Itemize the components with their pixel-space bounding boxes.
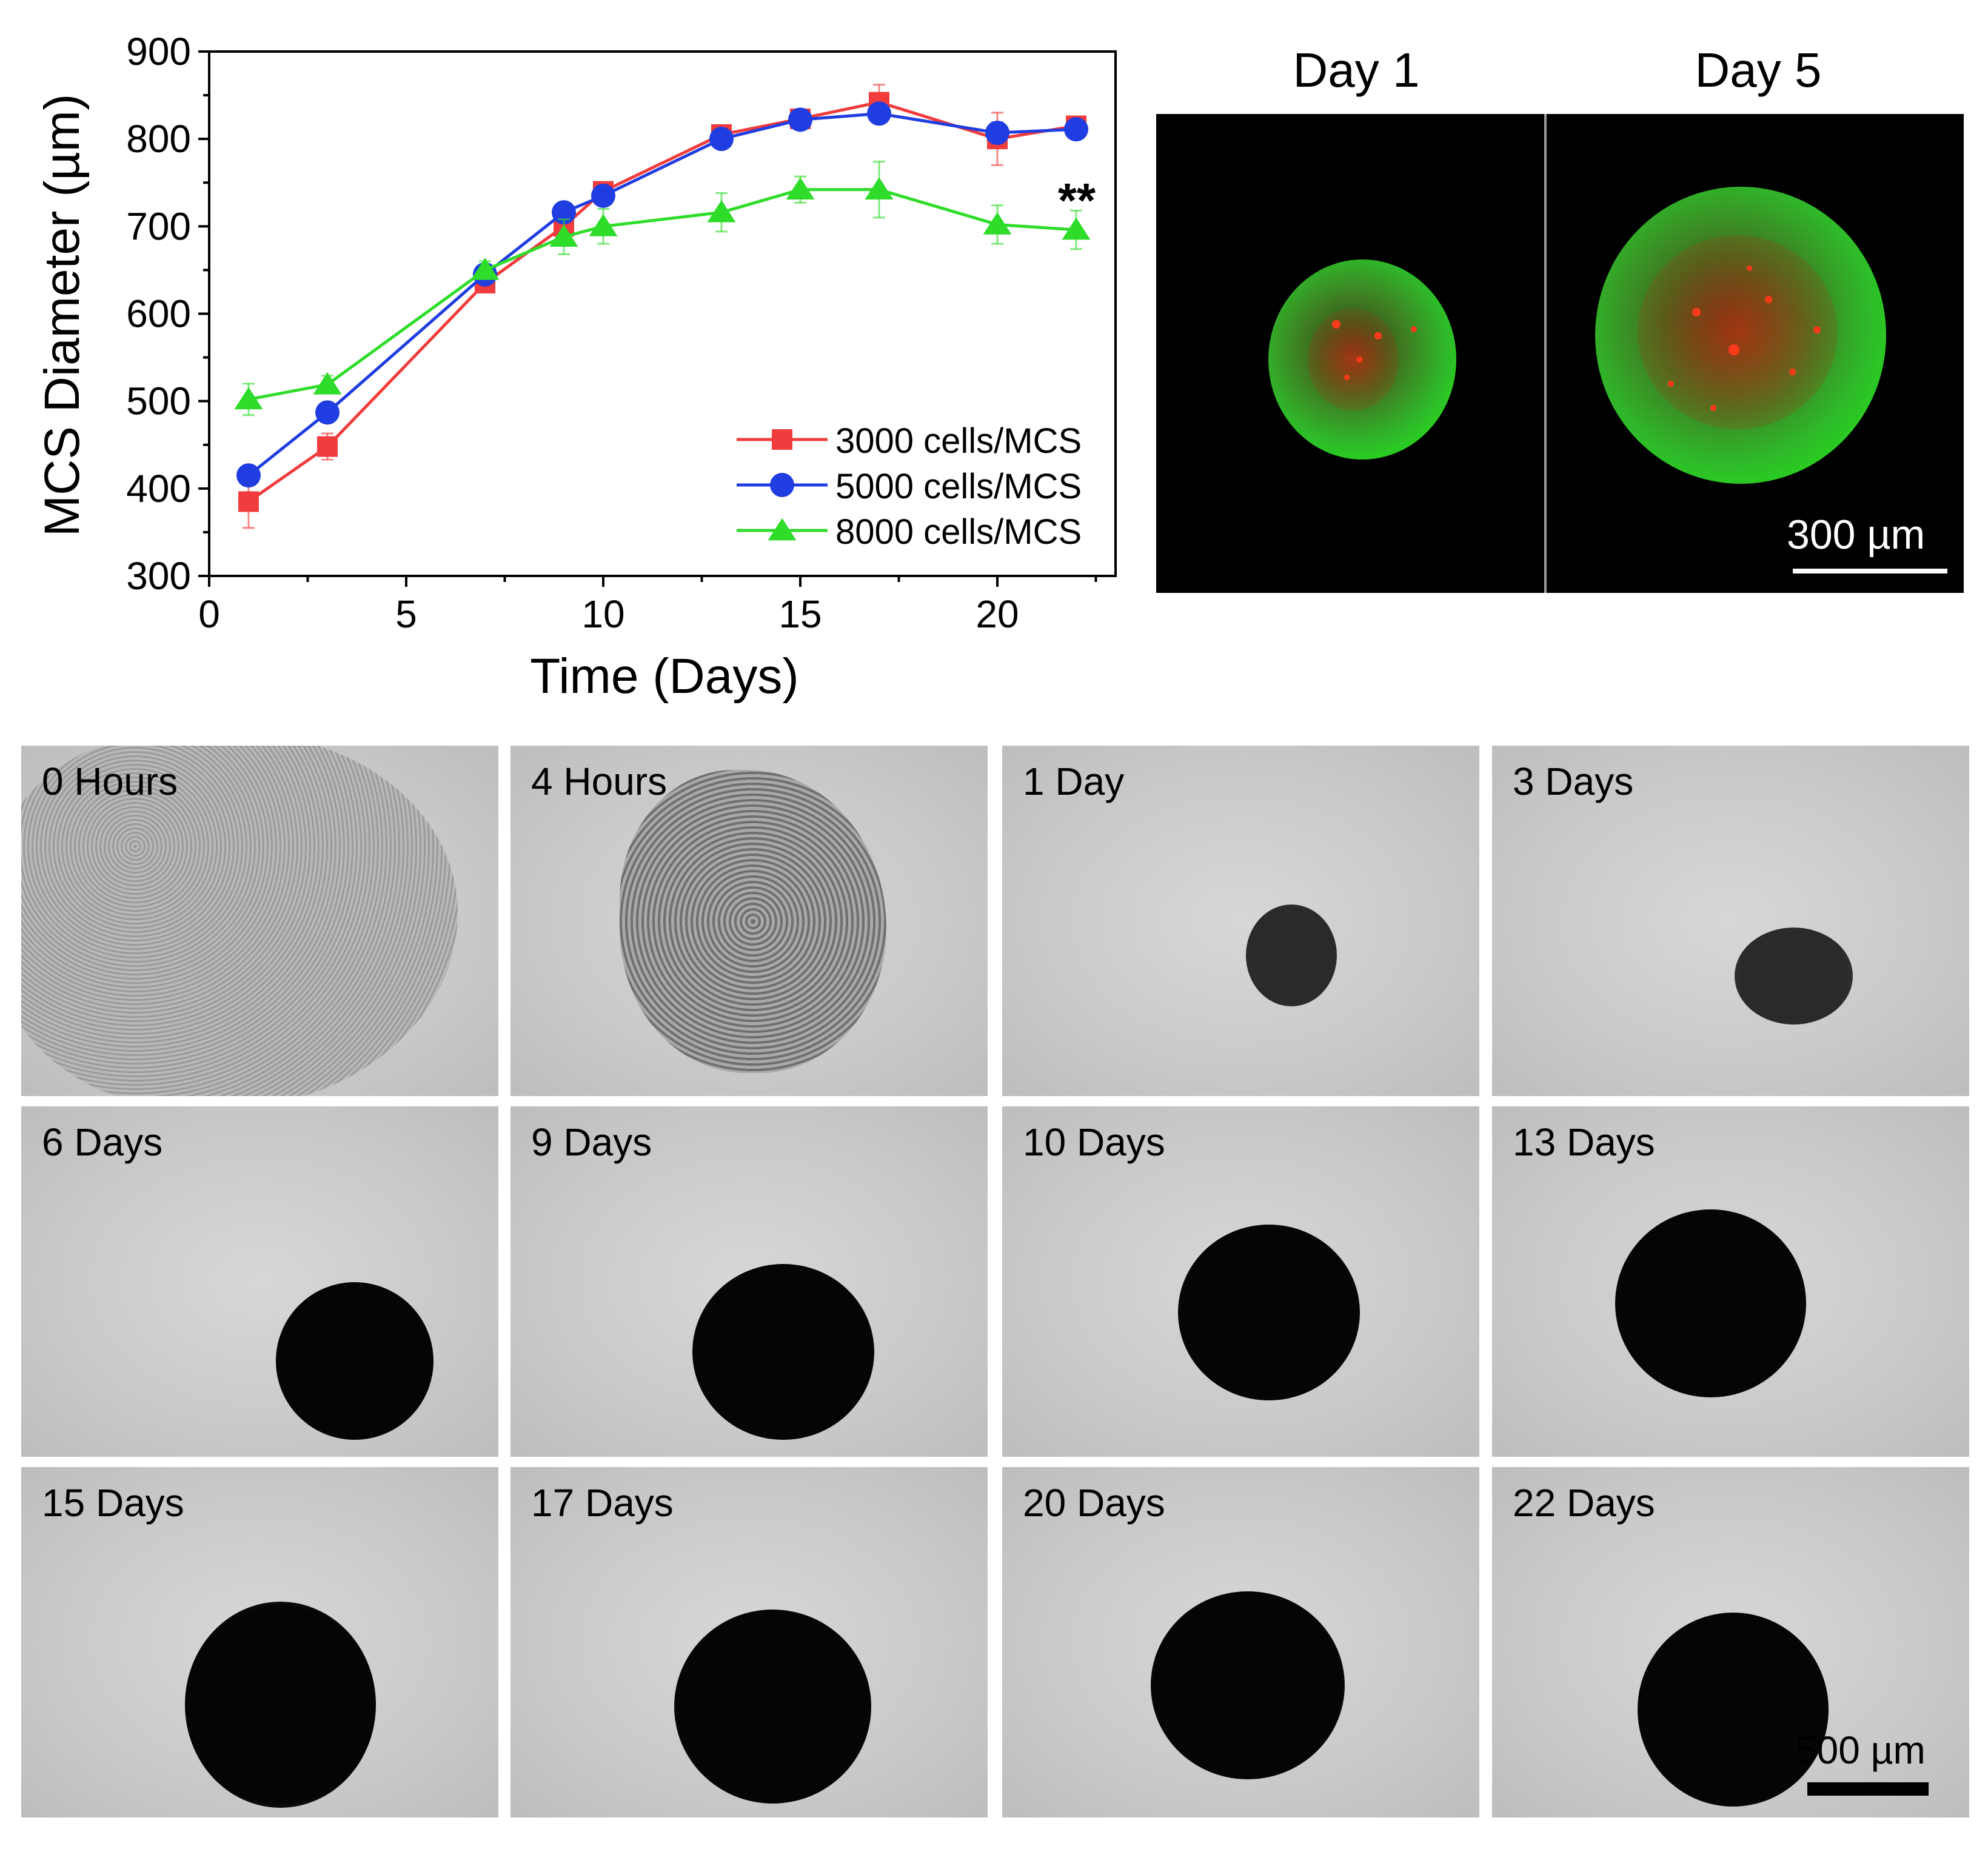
data-point [236, 463, 261, 488]
spheroid-image [276, 1282, 433, 1440]
data-point [867, 101, 891, 126]
data-point [786, 177, 815, 200]
panel-title-day1: Day 1 [1293, 43, 1420, 97]
y-tick-label: 300 [126, 554, 191, 598]
brightfield-time-label: 20 Days [1023, 1481, 1165, 1525]
brightfield-time-label: 1 Day [1023, 760, 1125, 803]
data-point [709, 127, 734, 152]
y-axis-label: MCS Diameter (µm) [35, 94, 90, 537]
diameter-line-chart: 0 5 10 15 20 300 400 500 600 700 800 900 3000 cells/… [35, 30, 1117, 704]
spheroid-image [1615, 1209, 1806, 1397]
brightfield-panel: 15 Days [21, 1467, 498, 1817]
spheroid-image [1178, 1225, 1360, 1400]
brightfield-time-label: 10 Days [1023, 1120, 1165, 1164]
brightfield-panel: 22 Days 500 µm [1492, 1467, 1969, 1817]
spheroid-image [1246, 904, 1337, 1006]
y-tick-label: 400 [126, 467, 191, 510]
fluorescence-panel-day1 [1156, 114, 1544, 593]
spheroid-image [1151, 1591, 1345, 1779]
y-tick-label: 800 [126, 117, 191, 161]
scale-bar-300um [1793, 569, 1947, 573]
legend-label: 5000 cells/MCS [835, 467, 1082, 506]
brightfield-panel: 0 Hours [21, 746, 498, 1096]
scale-bar-500um [1807, 1782, 1929, 1796]
data-point [313, 372, 342, 395]
data-point [317, 436, 338, 457]
y-tick-label: 700 [126, 204, 191, 248]
spheroid-image [692, 1264, 874, 1440]
spheroid-image [1735, 928, 1853, 1025]
data-point [238, 491, 259, 512]
fluorescence-figure: 300 µm [1156, 114, 1964, 593]
data-point [788, 107, 812, 132]
brightfield-time-label: 3 Days [1513, 760, 1634, 803]
brightfield-time-label: 0 Hours [42, 760, 178, 803]
brightfield-panel: 3 Days [1492, 746, 1969, 1096]
x-tick-label: 15 [778, 592, 822, 636]
x-tick-label: 10 [581, 592, 624, 636]
brightfield-time-label: 22 Days [1513, 1481, 1655, 1525]
necrotic-core-day5 [1638, 235, 1838, 429]
spheroid-image [21, 746, 458, 1096]
necrotic-core-day1 [1308, 308, 1399, 411]
y-tick-label: 500 [126, 379, 191, 423]
scale-label-300um: 300 µm [1787, 512, 1926, 558]
x-axis-label: Time (Days) [530, 649, 798, 704]
data-point [589, 213, 618, 236]
data-point [549, 224, 578, 247]
significance-annotation: ** [1058, 173, 1096, 227]
x-tick-label: 20 [976, 592, 1019, 636]
legend-marker [772, 429, 792, 450]
brightfield-time-label: 15 Days [42, 1481, 184, 1525]
y-tick-label: 900 [126, 30, 191, 73]
y-tick-label: 600 [126, 292, 191, 336]
fluorescence-panel-day5 [1547, 114, 1964, 593]
x-tick-label: 0 [198, 592, 220, 636]
panel-title-day5: Day 5 [1695, 43, 1822, 97]
brightfield-time-label: 6 Days [42, 1120, 163, 1164]
data-point [865, 177, 894, 200]
data-point [315, 400, 340, 425]
legend-marker [768, 518, 797, 541]
brightfield-time-label: 9 Days [531, 1120, 652, 1164]
legend-label: 3000 cells/MCS [835, 421, 1082, 461]
brightfield-panel: 13 Days [1492, 1106, 1969, 1457]
scale-label-500um: 500 µm [1795, 1728, 1926, 1772]
data-point [470, 258, 500, 280]
brightfield-panel: 17 Days [510, 1467, 988, 1817]
series-line-1 [247, 112, 1077, 477]
brightfield-panel: 20 Days [1002, 1467, 1479, 1817]
series-line-0 [247, 101, 1077, 503]
data-point [552, 200, 576, 225]
brightfield-panel: 10 Days [1002, 1106, 1479, 1457]
x-tick-label: 5 [395, 592, 417, 636]
series-line-2 [248, 188, 1077, 401]
brightfield-panel: 9 Days [510, 1106, 988, 1457]
brightfield-panel: 6 Days [21, 1106, 498, 1457]
spheroid-image [1638, 1613, 1829, 1807]
data-point [983, 212, 1012, 235]
data-point [234, 387, 263, 410]
legend-label: 8000 cells/MCS [835, 512, 1082, 552]
spheroid-image [185, 1602, 376, 1808]
data-point [985, 121, 1009, 145]
legend-marker [770, 473, 794, 497]
spheroid-image [620, 770, 886, 1073]
brightfield-time-label: 4 Hours [531, 760, 668, 803]
data-point [1064, 117, 1088, 142]
spheroid-image [674, 1610, 871, 1804]
data-point [707, 199, 736, 222]
brightfield-time-label: 13 Days [1513, 1120, 1655, 1164]
data-point [1062, 217, 1091, 240]
brightfield-panel: 4 Hours [510, 746, 988, 1096]
brightfield-time-label: 17 Days [531, 1481, 674, 1525]
panel-divider [1544, 114, 1547, 593]
brightfield-panel: 1 Day [1002, 746, 1479, 1096]
data-point [591, 183, 615, 208]
